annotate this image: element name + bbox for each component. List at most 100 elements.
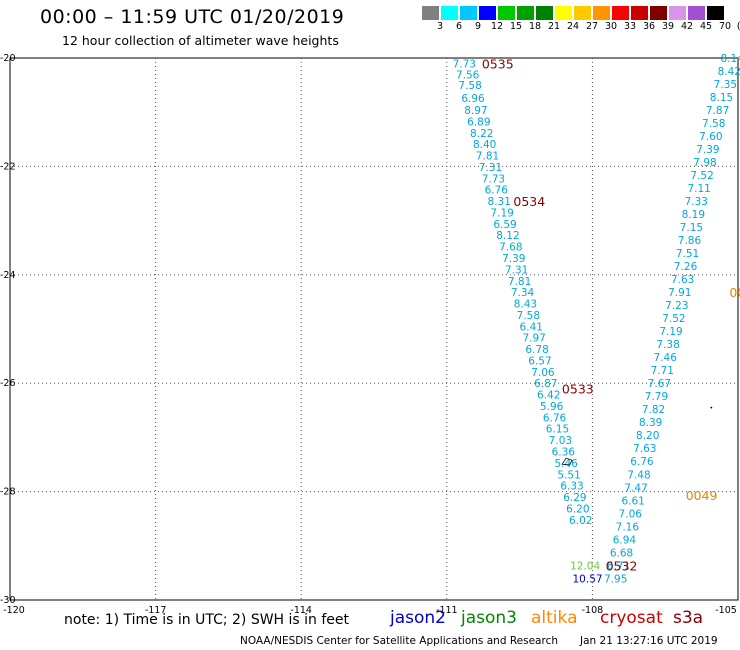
colorbar-swatch (612, 6, 629, 20)
data-point-altika: 7.11 (687, 183, 710, 195)
data-point-s3a: 6.15 (546, 424, 569, 436)
colorbar-swatch (650, 6, 667, 20)
data-point-s3a: 5.96 (540, 401, 564, 413)
colorbar-swatch (669, 6, 686, 20)
colorbar-swatch (593, 6, 610, 20)
y-tick-label: -26 (0, 378, 16, 389)
data-point-s3a: 7.56 (456, 69, 480, 81)
data-point-altika: 7.23 (665, 300, 688, 312)
colorbar-label: 18 (528, 21, 542, 32)
time-annotation: 0048 (729, 285, 740, 300)
time-annotation: 0534 (513, 194, 545, 209)
x-tick-label: -108 (582, 605, 604, 616)
colorbar-swatch (441, 6, 458, 20)
x-tick-label: -114 (290, 605, 312, 616)
data-point-s3a: 7.34 (511, 287, 535, 299)
data-point-altika: 7.15 (680, 222, 703, 234)
data-point-altika: 6.68 (610, 547, 633, 559)
data-point-s3a: 6.42 (537, 390, 560, 402)
data-point-s3a: 7.81 (476, 151, 499, 163)
map-title: 00:00 – 11:59 UTC 01/20/2019 (40, 6, 345, 28)
data-point-altika: 7.47 (624, 482, 647, 494)
y-tick-label: -24 (0, 270, 16, 281)
data-point-s3a: 6.76 (543, 412, 567, 424)
data-point-altika: 8.39 (639, 417, 662, 429)
data-point-altika: 7.58 (702, 118, 725, 130)
data-point-altika: 7.16 (616, 521, 640, 533)
colorbar-label: 39 (661, 21, 675, 32)
data-point-s3a: 7.06 (531, 367, 555, 379)
data-point-altika: 7.51 (676, 248, 699, 260)
colorbar-label: 9 (474, 21, 482, 32)
footer-note: note: 1) Time is in UTC; 2) SWH is in fe… (64, 612, 350, 628)
colorbar-swatch (536, 6, 553, 20)
data-point-s3a: 8.22 (470, 128, 493, 140)
colorbar-label: (ft) (734, 21, 740, 32)
y-tick-label: -20 (0, 53, 16, 64)
colorbar-label: 70 (718, 21, 732, 32)
data-point-s3a: 5.51 (557, 469, 580, 481)
data-point-altika: 7.33 (685, 196, 708, 208)
data-point-s3a: 6.41 (520, 321, 543, 333)
colorbar-swatch (688, 6, 705, 20)
data-point-s3a: 7.97 (522, 333, 545, 345)
data-point-s3a: 6.87 (534, 378, 557, 390)
data-point-altika: 7.39 (696, 144, 719, 156)
data-point-altika: 7.19 (659, 326, 682, 338)
data-point-s3a: 7.58 (458, 80, 481, 92)
data-point-s3a: 6.20 (566, 503, 589, 515)
colorbar-swatch (460, 6, 477, 20)
data-point-altika: 6.61 (621, 495, 644, 507)
colorbar-label: 30 (604, 21, 618, 32)
colorbar-swatch (479, 6, 496, 20)
data-point-altika: 6.71 (607, 560, 630, 572)
footer-timestamp: Jan 21 13:27:16 UTC 2019 (580, 635, 718, 647)
x-tick-label: -120 (3, 605, 25, 616)
data-point-s3a: 6.02 (569, 515, 592, 527)
data-point-jason3: 12.04 (570, 560, 600, 572)
data-point-s3a: 7.39 (502, 253, 525, 265)
data-point-altika: 7.71 (651, 365, 674, 377)
data-point-s3a: 7.73 (482, 173, 505, 185)
legend-s3a: s3a (673, 608, 704, 628)
data-point-s3a: 6.76 (485, 185, 509, 197)
data-point-s3a: 7.31 (505, 264, 528, 276)
colorbar-label: 3 (436, 21, 444, 32)
data-point-altika: 6.76 (630, 456, 654, 468)
data-point-altika: 7.91 (668, 287, 691, 299)
time-annotation: 0049 (686, 488, 718, 503)
data-point-altika: 8.42 (718, 66, 740, 78)
data-point-altika: 8.14 (720, 53, 740, 65)
colorbar-label: 27 (585, 21, 599, 32)
data-point-s3a: 6.36 (552, 446, 576, 458)
data-point-s3a: 7.03 (549, 435, 572, 447)
data-point-s3a: 6.57 (528, 355, 551, 367)
colorbar-label: 12 (490, 21, 504, 32)
time-annotation: 0533 (562, 382, 594, 397)
legend-jason3: jason3 (461, 608, 517, 628)
data-point-altika: 7.98 (693, 157, 716, 169)
data-point-altika: 8.20 (636, 430, 659, 442)
data-point-s3a: 6.78 (525, 344, 548, 356)
data-point-s3a: 8.97 (464, 105, 487, 117)
data-point-jason2: 10.57 (573, 573, 603, 585)
data-point-s3a: 6.59 (493, 219, 516, 231)
map-subtitle: 12 hour collection of altimeter wave hei… (62, 33, 339, 48)
data-point-s3a: 7.81 (508, 276, 531, 288)
y-tick-label: -22 (0, 161, 16, 172)
data-point-s3a: 5.46 (554, 458, 578, 470)
data-point-s3a: 7.58 (517, 310, 540, 322)
data-point-altika: 8.19 (682, 209, 705, 221)
data-point-altika: 7.63 (633, 443, 656, 455)
data-point-altika: 7.87 (706, 105, 729, 117)
data-point-s3a: 6.33 (560, 481, 583, 493)
colorbar-label: 6 (455, 21, 463, 32)
data-point-altika: 7.86 (678, 235, 702, 247)
y-tick-label: -28 (0, 487, 16, 498)
colorbar-swatch (498, 6, 515, 20)
colorbar-swatch (707, 6, 724, 20)
y-tick-label: -30 (0, 595, 16, 606)
data-point-s3a: 8.31 (488, 196, 511, 208)
data-point-altika: 7.52 (690, 170, 713, 182)
